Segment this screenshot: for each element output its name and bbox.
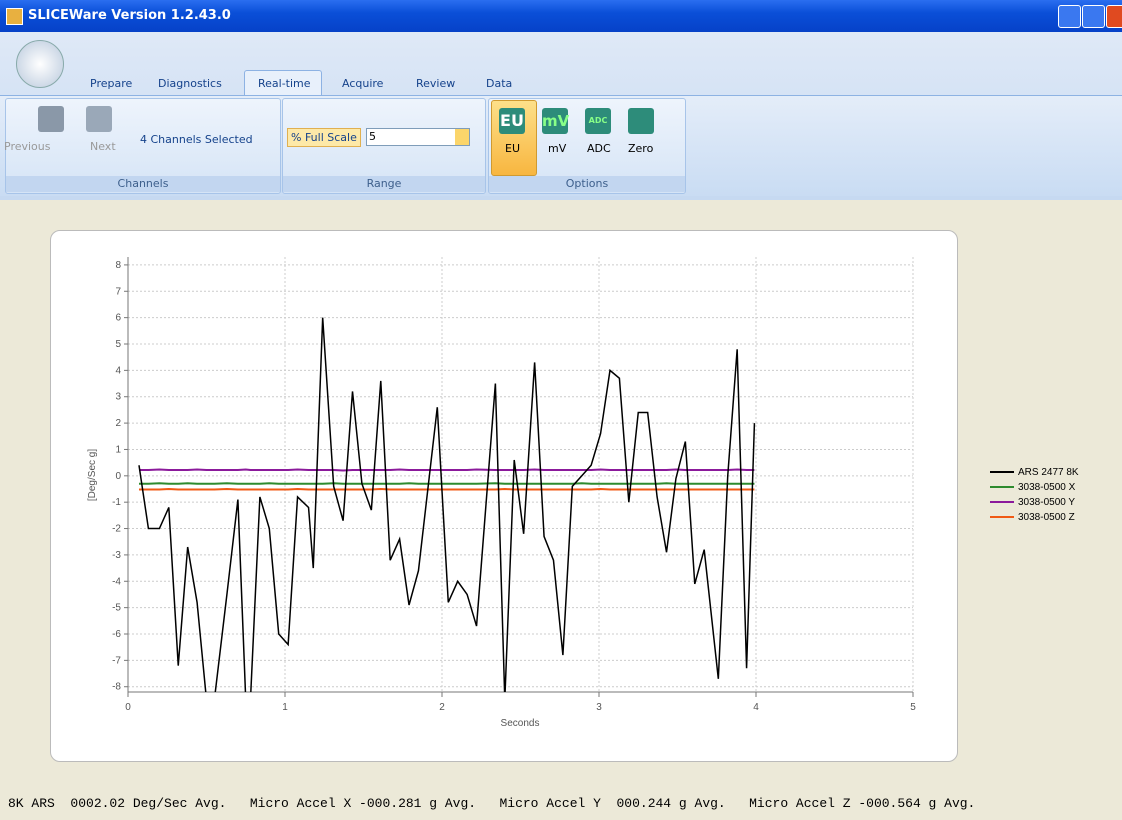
y-tick-label: 2 — [115, 418, 121, 429]
y-tick-label: 8 — [115, 260, 121, 271]
y-tick-label: 5 — [115, 339, 121, 350]
legend-label: 3038-0500 X — [1018, 482, 1076, 493]
close-button[interactable] — [1106, 5, 1122, 28]
x-axis-label: Seconds — [501, 718, 540, 729]
adc-button[interactable]: ADC — [587, 142, 611, 155]
legend-label: 3038-0500 Z — [1018, 512, 1075, 523]
legend-label: 3038-0500 Y — [1018, 497, 1075, 508]
zero-button[interactable]: Zero — [628, 142, 654, 155]
y-tick-label: 3 — [115, 392, 121, 403]
y-tick-label: 6 — [115, 313, 121, 324]
zero-icon — [628, 108, 654, 134]
y-tick-label: -3 — [112, 550, 121, 561]
series-line — [138, 317, 756, 692]
plot-area — [138, 317, 756, 692]
title-bar: SLICEWare Version 1.2.43.0 — [0, 0, 1122, 32]
window-title: SLICEWare Version 1.2.43.0 — [28, 8, 231, 23]
previous-icon — [38, 106, 64, 132]
x-tick-label: 1 — [282, 702, 288, 713]
adc-icon: ADC — [585, 108, 611, 134]
tab[interactable]: Review — [416, 77, 456, 90]
series-line — [138, 487, 755, 491]
range-input[interactable]: 5 — [366, 128, 470, 146]
x-tick-label: 5 — [910, 702, 916, 713]
previous-button[interactable]: Previous — [4, 140, 51, 153]
y-tick-label: 7 — [115, 286, 121, 297]
legend-label: ARS 2477 8K — [1018, 467, 1079, 478]
y-axis-label: [Deg/Sec g] — [87, 449, 98, 501]
tab[interactable]: Real-time — [258, 77, 311, 90]
selected-tab-bg — [244, 70, 322, 97]
eu-icon: EU — [499, 108, 525, 134]
chart: Seconds [Deg/Sec g] -8 -7 -6 -5 -4 -3 -2 -1 0 1 2 3… — [87, 257, 1079, 729]
range-dropdown[interactable] — [455, 129, 469, 145]
y-tick-label: -5 — [112, 603, 121, 614]
status-bar: 8K ARS 0002.02 Deg/Sec Avg. Micro Accel … — [8, 796, 976, 811]
eu-button[interactable]: EU — [505, 142, 521, 155]
y-tick-label: -6 — [112, 629, 121, 640]
mv-icon: mV — [542, 108, 569, 134]
app-menu-button[interactable] — [16, 40, 64, 88]
tab[interactable]: Diagnostics — [158, 77, 222, 90]
group-label: Options — [489, 176, 685, 192]
mv-button[interactable]: mV — [548, 142, 567, 155]
series-line — [138, 468, 755, 472]
eu-selected-bg — [491, 100, 537, 176]
x-tick-label: 4 — [753, 702, 759, 713]
app-icon — [6, 8, 23, 25]
y-tick-label: 4 — [115, 365, 121, 376]
range-field-label: % Full Scale — [287, 128, 361, 147]
tab[interactable]: Prepare — [90, 77, 133, 90]
group-label: Range — [283, 176, 485, 192]
channel-selector[interactable]: 4 Channels Selected — [140, 133, 253, 146]
maximize-button[interactable] — [1082, 5, 1105, 28]
x-tick-label: 2 — [439, 702, 445, 713]
x-tick-label: 0 — [125, 702, 131, 713]
y-tick-label: -7 — [112, 655, 121, 666]
minimize-button[interactable] — [1058, 5, 1081, 28]
tab[interactable]: Data — [486, 77, 513, 90]
x-tick-label: 3 — [596, 702, 602, 713]
y-tick-label: 1 — [115, 444, 121, 455]
next-button[interactable]: Next — [90, 140, 116, 153]
series-line — [138, 482, 755, 485]
group-label: Channels — [6, 176, 280, 192]
next-icon — [86, 106, 112, 132]
y-tick-label: -2 — [112, 524, 121, 535]
tab[interactable]: Acquire — [342, 77, 384, 90]
y-tick-label: -8 — [112, 682, 121, 693]
y-tick-label: 0 — [115, 471, 121, 482]
y-tick-label: -1 — [112, 497, 121, 508]
y-tick-label: -4 — [112, 576, 121, 587]
